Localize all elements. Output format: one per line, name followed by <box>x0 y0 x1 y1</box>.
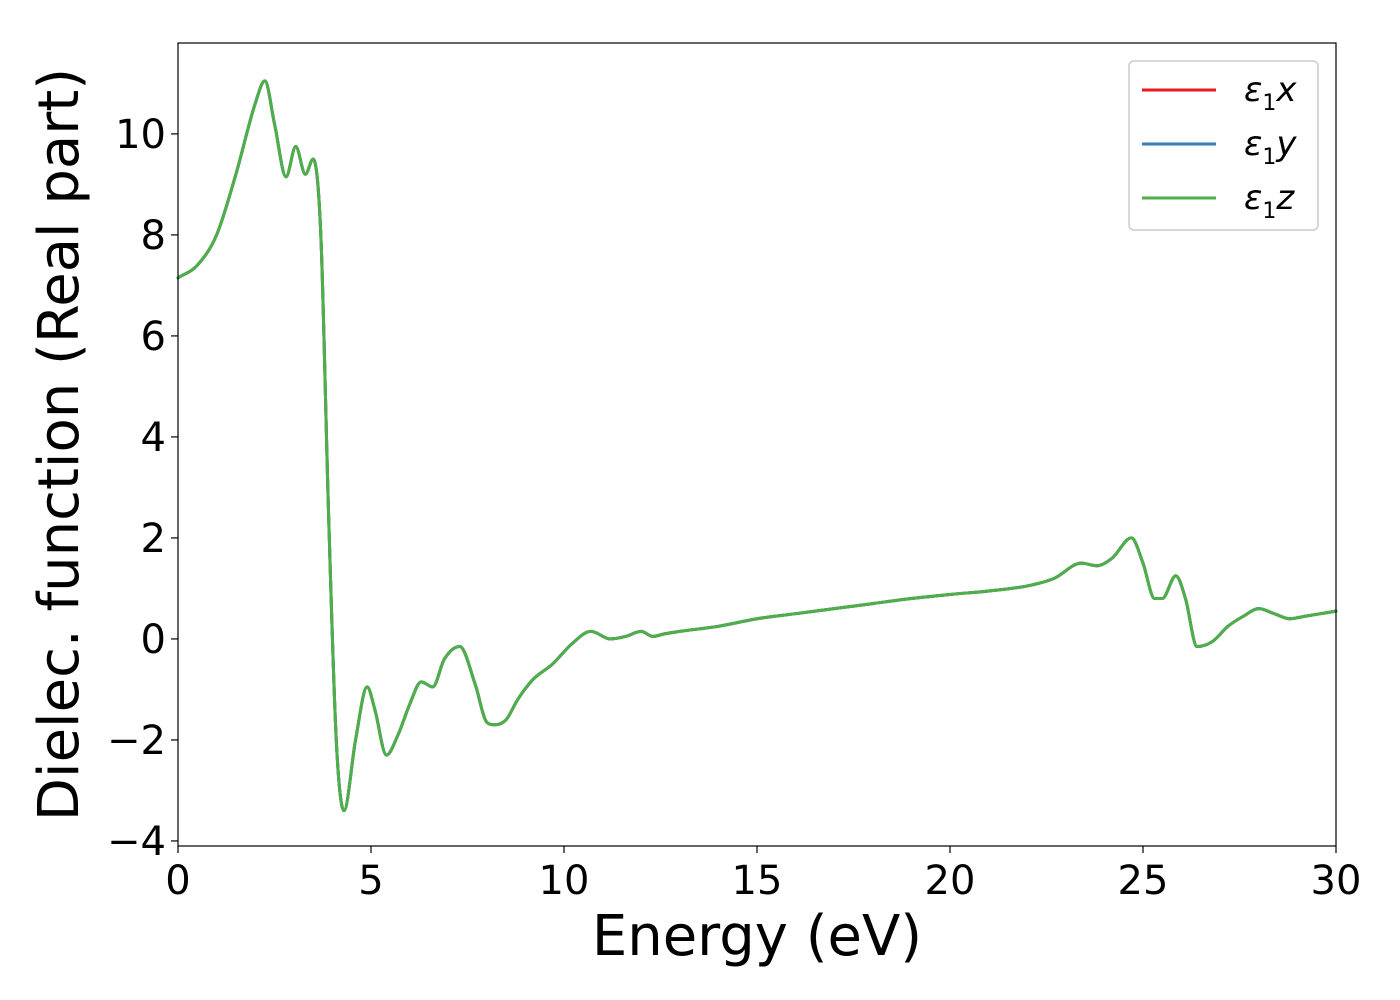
y-axis-title: Dielec. function (Real part) <box>27 68 92 821</box>
legend-label: ε1y <box>1244 124 1297 170</box>
x-tick-label: 20 <box>925 858 976 904</box>
legend-entry-e1z: ε1z <box>1142 178 1295 224</box>
x-tick-label: 10 <box>539 858 590 904</box>
x-tick-label: 5 <box>358 858 383 904</box>
x-tick-label: 15 <box>732 858 783 904</box>
y-tick-label: 0 <box>141 617 166 663</box>
legend-label: ε1x <box>1244 70 1297 116</box>
y-tick-label: 2 <box>141 516 166 562</box>
x-tick-label: 30 <box>1311 858 1362 904</box>
legend: ε1x ε1y ε1z <box>1128 60 1319 231</box>
x-axis-title: Energy (eV) <box>592 904 922 969</box>
y-tick-label: 4 <box>141 415 166 461</box>
legend-box <box>1128 60 1319 231</box>
y-axis: −4 −2 0 2 4 6 8 10 <box>107 112 178 865</box>
y-tick-label: −2 <box>107 718 166 764</box>
x-tick-label: 25 <box>1118 858 1169 904</box>
x-tick-label: 0 <box>165 858 190 904</box>
y-tick-label: 6 <box>141 314 166 360</box>
series-layer <box>176 79 1338 813</box>
legend-entry-e1x: ε1x <box>1142 70 1297 116</box>
x-axis: 0 5 10 15 20 25 30 <box>165 846 1361 904</box>
y-tick-label: −4 <box>107 819 166 865</box>
series-e1z-line <box>176 79 1338 813</box>
y-tick-label: 8 <box>141 213 166 259</box>
legend-entry-e1y: ε1y <box>1142 124 1297 170</box>
y-tick-label: 10 <box>115 112 166 158</box>
legend-label: ε1z <box>1244 178 1295 224</box>
